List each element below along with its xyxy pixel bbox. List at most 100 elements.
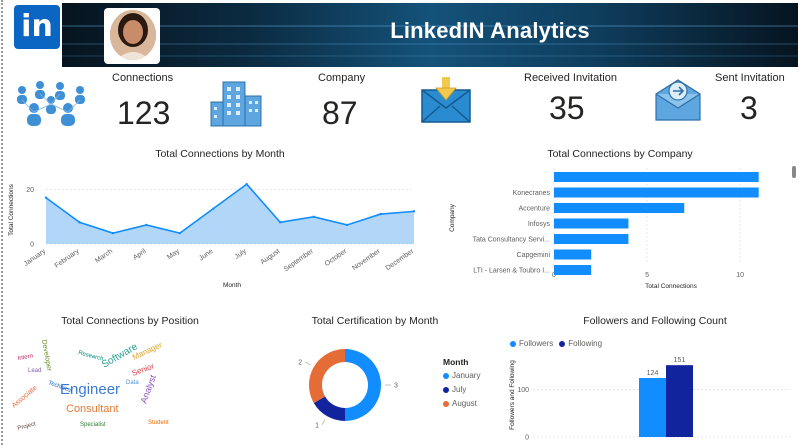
- followers-title: Followers and Following Count: [583, 315, 727, 327]
- x-tick-label: February: [54, 248, 81, 270]
- cloud-word: Engineer: [60, 381, 120, 398]
- data-point: [379, 212, 382, 216]
- legend-label: January: [452, 371, 481, 380]
- data-point: [178, 231, 182, 235]
- building-icon: [210, 81, 262, 127]
- x-tick-label: December: [385, 248, 416, 273]
- leader-line: [305, 361, 311, 366]
- data-point: [212, 207, 215, 210]
- cloud-word: Analyst: [138, 373, 158, 405]
- inbox-download-icon: [421, 77, 471, 123]
- company-bar: [554, 187, 759, 198]
- legend-item[interactable]: Following: [559, 339, 602, 348]
- slice-data-label: 2: [298, 360, 302, 367]
- y-tick-label: 20: [26, 187, 34, 194]
- certification-legend-title: Month: [443, 357, 469, 367]
- legend-label: Following: [568, 339, 603, 348]
- cloud-word: Research: [77, 350, 103, 362]
- x-tick-label: 0: [552, 272, 556, 279]
- x-axis-title: Month: [223, 282, 241, 289]
- company-bar: [554, 265, 592, 275]
- kpi-received-value: 35: [549, 90, 585, 126]
- data-point: [278, 221, 282, 224]
- legend-item[interactable]: August: [443, 399, 503, 408]
- cloud-word: Intern: [17, 353, 33, 362]
- cloud-word: Data: [126, 380, 139, 386]
- company-label: Tata Consultancy Servi...: [473, 237, 550, 244]
- legend-label: Followers: [519, 339, 554, 348]
- donut-slice: [345, 349, 381, 421]
- cloud-word: Student: [148, 420, 169, 426]
- avatar-portrait-icon: [110, 10, 156, 60]
- data-point: [412, 210, 416, 213]
- x-tick-label: 10: [736, 272, 744, 279]
- header-banner: [62, 3, 798, 67]
- legend-dot: [443, 372, 449, 379]
- company-label: Infosys: [528, 221, 551, 228]
- data-point: [245, 182, 248, 186]
- connections-company-title: Total Connections by Company: [547, 148, 693, 160]
- x-tick-label: April: [132, 248, 148, 262]
- legend-dot: [510, 340, 516, 347]
- legend-label: July: [452, 385, 467, 394]
- linkedin-logo-icon[interactable]: in: [14, 5, 60, 49]
- leader-line: [321, 419, 326, 425]
- bar-data-label: 124: [647, 370, 659, 377]
- position-word-cloud[interactable]: Engineer Consultant Software Analyst Ass…: [8, 332, 183, 437]
- legend-item[interactable]: July: [443, 385, 503, 394]
- connections-month-chart[interactable]: 0 20 January February March April May June July A…: [4, 162, 424, 292]
- followers-following-chart[interactable]: 0 100 124 151 Followers and Following: [505, 345, 795, 443]
- cloud-word: Consultant: [66, 403, 119, 415]
- cloud-word: Lead: [28, 368, 41, 374]
- area-fill: [46, 184, 414, 244]
- y-axis-title: Total Connections: [8, 183, 15, 235]
- cloud-word: Associate: [11, 385, 39, 410]
- page-title: LinkedIN Analytics: [390, 18, 590, 43]
- legend-label: August: [452, 399, 477, 408]
- company-bar: [554, 234, 629, 244]
- cloud-word: Project: [17, 421, 37, 432]
- company-bar: [554, 172, 759, 182]
- x-tick-label: June: [198, 248, 215, 263]
- kpi-sent-label: Sent Invitation: [715, 72, 785, 84]
- kpi-company-label: Company: [318, 72, 366, 84]
- donut-slice: [309, 349, 345, 403]
- followers-bar: [666, 365, 693, 437]
- mail-send-icon: [655, 79, 701, 121]
- followers-legend: Followers Following: [510, 333, 608, 351]
- data-point: [111, 231, 115, 235]
- x-tick-label: March: [94, 248, 114, 265]
- followers-bar: [639, 378, 666, 437]
- legend-dot: [559, 340, 566, 347]
- kpi-company-value: 87: [322, 95, 358, 131]
- donut-slice: [313, 396, 345, 421]
- company-label: LTI - Larsen & Toubro I...: [473, 268, 550, 275]
- cloud-word: Developer: [40, 339, 53, 372]
- legend-dot: [443, 386, 449, 393]
- y-axis-title: Company: [449, 203, 456, 232]
- x-tick-label: July: [234, 248, 249, 261]
- kpi-received-label: Received Invitation: [524, 72, 617, 84]
- company-label: Capgemini: [517, 252, 551, 259]
- certification-donut-chart[interactable]: 3 1 2: [290, 330, 420, 440]
- legend-item[interactable]: January: [443, 371, 503, 380]
- x-tick-label: November: [351, 248, 382, 273]
- connections-company-chart[interactable]: 0 5 10 Konecranes Accenture Infosys Tata Consu…: [446, 160, 786, 290]
- company-bar: [554, 218, 629, 229]
- x-tick-label: 5: [645, 272, 649, 279]
- x-tick-label: January: [23, 248, 48, 268]
- people-network-icon: [17, 81, 85, 126]
- x-tick-label: August: [259, 248, 281, 266]
- company-bar: [554, 249, 592, 260]
- kpi-sent-value: 3: [740, 90, 758, 126]
- legend-item[interactable]: Followers: [510, 339, 553, 348]
- page-left-border: [1, 0, 3, 445]
- data-point: [345, 223, 349, 227]
- certification-title: Total Certification by Month: [311, 315, 439, 327]
- y-axis-title: Followers and Following: [509, 360, 516, 430]
- company-chart-scrollbar[interactable]: [792, 166, 796, 178]
- connections-month-title: Total Connections by Month: [155, 148, 285, 160]
- y-tick-label: 0: [525, 435, 529, 442]
- company-bar: [554, 203, 685, 213]
- bar-data-label: 151: [674, 357, 686, 364]
